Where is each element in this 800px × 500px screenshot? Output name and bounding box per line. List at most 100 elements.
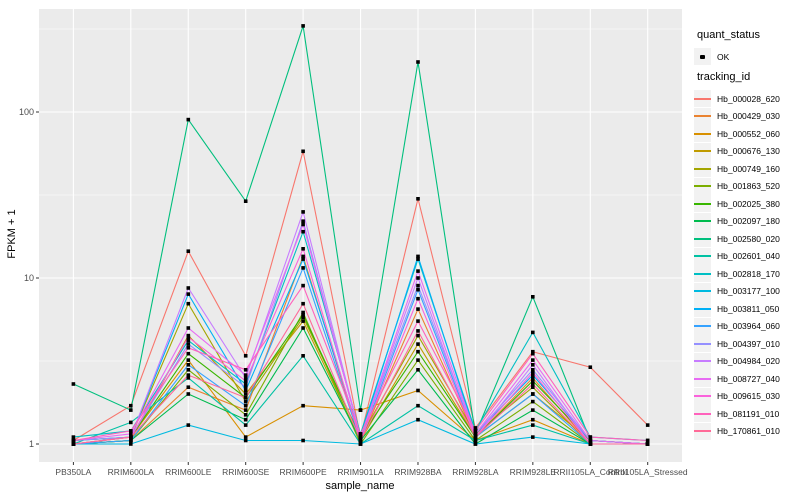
legend-key-swatch — [694, 370, 711, 388]
data-point — [416, 417, 420, 422]
legend-line-icon — [694, 185, 711, 188]
data-point — [301, 319, 305, 323]
data-point — [531, 423, 535, 427]
data-point — [71, 438, 76, 443]
data-point — [301, 313, 305, 317]
data-point — [358, 438, 363, 443]
data-point — [416, 283, 420, 288]
legend-item: Hb_003811_050 — [694, 300, 779, 318]
data-point — [243, 368, 248, 372]
data-point — [243, 388, 248, 393]
black-point-icon — [700, 54, 705, 59]
data-point — [129, 435, 133, 439]
legend-item: Hb_002097_180 — [694, 212, 780, 231]
data-point — [588, 438, 593, 443]
data-point — [129, 420, 133, 425]
data-point — [531, 379, 535, 383]
legend-item: Hb_003964_060 — [694, 317, 780, 336]
data-point — [588, 435, 593, 439]
data-point — [186, 358, 191, 362]
data-point — [416, 333, 420, 338]
x-axis-title: sample_name — [325, 480, 395, 492]
data-point — [416, 358, 420, 362]
legend-item-ok: OK — [694, 48, 729, 66]
legend-line-icon — [694, 220, 711, 223]
data-point — [243, 376, 248, 380]
data-point — [416, 197, 420, 201]
data-point — [301, 257, 305, 261]
legend-line-icon — [694, 167, 711, 170]
legend-item: Hb_000749_160 — [694, 160, 780, 178]
data-point — [473, 426, 478, 430]
data-point — [186, 423, 191, 427]
data-point — [473, 429, 478, 433]
data-point — [243, 417, 248, 422]
data-point — [243, 354, 248, 358]
legend-item: Hb_003177_100 — [694, 282, 780, 301]
legend-item: Hb_002818_170 — [694, 265, 780, 283]
legend-item: Hb_009615_030 — [694, 387, 780, 406]
data-point — [71, 382, 76, 386]
legend-item-label: Hb_000749_160 — [717, 163, 780, 174]
legend-line-icon — [694, 342, 711, 345]
data-point — [186, 249, 191, 253]
x-tick-label: RRIM928LA — [452, 467, 499, 477]
data-point — [416, 60, 420, 64]
x-tick-label: RRIM928LE — [509, 467, 556, 477]
data-point — [416, 329, 420, 333]
legend-line-icon — [694, 290, 711, 293]
data-point — [473, 435, 478, 439]
data-point — [416, 403, 420, 408]
legend-line-icon — [694, 150, 711, 153]
data-point — [186, 385, 191, 389]
legend-key-swatch — [694, 90, 711, 108]
legend-item-label: Hb_004397_010 — [717, 338, 780, 349]
data-point — [243, 403, 248, 408]
legend-item-label: Hb_003964_060 — [717, 321, 780, 332]
data-point — [358, 432, 363, 436]
data-point — [416, 287, 420, 292]
legend-item-label: Hb_003811_050 — [717, 303, 780, 314]
data-point — [416, 368, 420, 372]
data-point — [473, 432, 478, 436]
legend-item: Hb_170861_010 — [694, 422, 780, 441]
legend-item-label: OK — [717, 51, 730, 62]
data-point — [416, 342, 420, 346]
data-point — [186, 363, 191, 367]
data-point — [301, 24, 305, 28]
legend-item: Hb_081191_010 — [694, 405, 779, 423]
data-point — [531, 417, 535, 422]
legend-key-swatch — [694, 48, 711, 66]
data-point — [645, 423, 650, 427]
data-point — [186, 335, 191, 339]
x-tick-label: RRII105LA_Stressed — [607, 467, 688, 477]
legend-key-swatch — [694, 387, 711, 405]
data-point — [301, 254, 305, 259]
x-tick-label: RRIM928BA — [394, 467, 442, 477]
data-point — [186, 338, 191, 343]
legend-item: Hb_001863_520 — [694, 177, 780, 196]
data-point — [531, 399, 535, 404]
data-point — [416, 388, 420, 393]
y-tick-label: 100 — [18, 107, 34, 117]
legend-line-icon — [694, 237, 711, 240]
data-point — [531, 408, 535, 412]
data-point — [531, 385, 535, 389]
legend-item: Hb_000552_060 — [694, 125, 780, 143]
legend-line-icon — [694, 325, 711, 328]
data-point — [301, 403, 305, 408]
legend-key-swatch — [694, 195, 711, 213]
data-point — [301, 326, 305, 330]
legend-item-label: Hb_000676_130 — [717, 146, 780, 157]
legend-line-icon — [694, 97, 711, 100]
data-point — [301, 354, 305, 358]
data-point — [416, 254, 420, 259]
x-tick-label: RRIM600LE — [165, 467, 212, 477]
x-tick-label: RRIM600LA — [107, 467, 154, 477]
data-point — [301, 247, 305, 251]
legend-key-swatch — [694, 300, 711, 318]
data-point — [473, 438, 478, 443]
data-point — [531, 382, 535, 386]
data-point — [416, 307, 420, 311]
data-point — [645, 438, 650, 443]
